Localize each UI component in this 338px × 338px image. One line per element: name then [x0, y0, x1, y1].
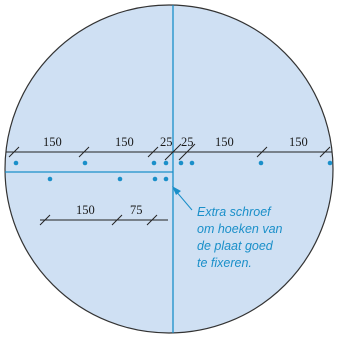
dimension-label: 150 — [215, 135, 234, 149]
screw-dot — [327, 160, 333, 166]
screw-dots — [13, 160, 333, 182]
screw-dot — [151, 160, 157, 166]
annotation-line: de plaat goed — [197, 239, 274, 253]
dimension-label: 150 — [289, 135, 308, 149]
screw-dot — [47, 176, 53, 182]
dimension-label: 25 — [160, 135, 173, 149]
annotation-line: om hoeken van — [197, 222, 283, 236]
screw-dot — [152, 176, 158, 182]
dimension-label: 150 — [76, 203, 95, 217]
magnified-circle — [4, 4, 334, 334]
extra-screw-dot — [163, 176, 169, 182]
screw-dot — [258, 160, 264, 166]
screw-dot — [178, 160, 184, 166]
screw-dot — [13, 160, 19, 166]
tick-mark — [8, 146, 20, 158]
screw-dot — [163, 160, 169, 166]
screw-dot — [82, 160, 88, 166]
tick-mark — [146, 214, 158, 226]
tick-mark — [39, 214, 51, 226]
bottom-dimension-line — [39, 214, 168, 226]
screw-dot — [117, 176, 123, 182]
tick-mark — [147, 146, 159, 158]
annotation-arrowhead — [172, 186, 181, 195]
dimension-label: 75 — [130, 203, 143, 217]
dimension-label: 25 — [181, 135, 194, 149]
tick-mark — [256, 146, 268, 158]
annotation-line: te fixeren. — [197, 256, 252, 270]
tick-mark — [178, 143, 196, 161]
annotation-line: Extra schroef — [197, 205, 272, 219]
tick-mark — [78, 146, 90, 158]
tick-mark — [164, 143, 182, 161]
tick-mark — [319, 146, 331, 158]
tick-mark — [111, 214, 123, 226]
screw-dot — [189, 160, 195, 166]
dimension-label: 150 — [115, 135, 134, 149]
dimension-label: 150 — [43, 135, 62, 149]
top-dimension-line — [5, 143, 333, 161]
